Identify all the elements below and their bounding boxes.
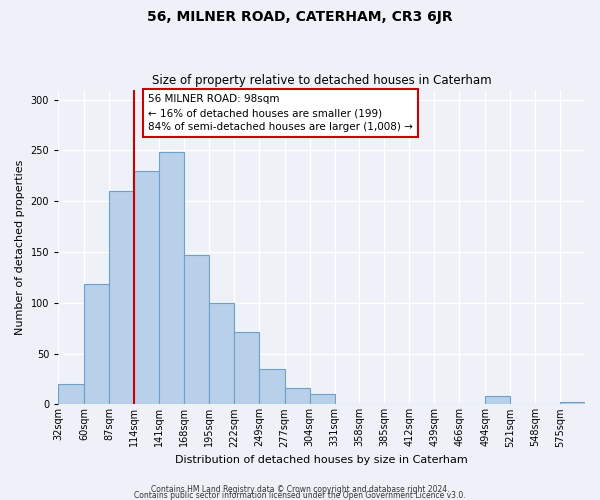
Bar <box>184 255 209 404</box>
Bar <box>485 396 510 404</box>
Bar <box>209 303 234 404</box>
Text: 56, MILNER ROAD, CATERHAM, CR3 6JR: 56, MILNER ROAD, CATERHAM, CR3 6JR <box>147 10 453 24</box>
Bar <box>310 394 335 404</box>
Text: 56 MILNER ROAD: 98sqm
← 16% of detached houses are smaller (199)
84% of semi-det: 56 MILNER ROAD: 98sqm ← 16% of detached … <box>148 94 413 132</box>
Bar <box>560 402 585 404</box>
X-axis label: Distribution of detached houses by size in Caterham: Distribution of detached houses by size … <box>175 455 468 465</box>
Bar <box>234 332 259 404</box>
Y-axis label: Number of detached properties: Number of detached properties <box>15 160 25 334</box>
Text: Contains public sector information licensed under the Open Government Licence v3: Contains public sector information licen… <box>134 490 466 500</box>
Bar <box>109 191 134 404</box>
Title: Size of property relative to detached houses in Caterham: Size of property relative to detached ho… <box>152 74 491 87</box>
Bar <box>84 284 109 405</box>
Bar <box>159 152 184 404</box>
Bar <box>284 388 310 404</box>
Bar <box>58 384 84 404</box>
Bar <box>259 369 284 404</box>
Text: Contains HM Land Registry data © Crown copyright and database right 2024.: Contains HM Land Registry data © Crown c… <box>151 484 449 494</box>
Bar <box>134 171 159 404</box>
